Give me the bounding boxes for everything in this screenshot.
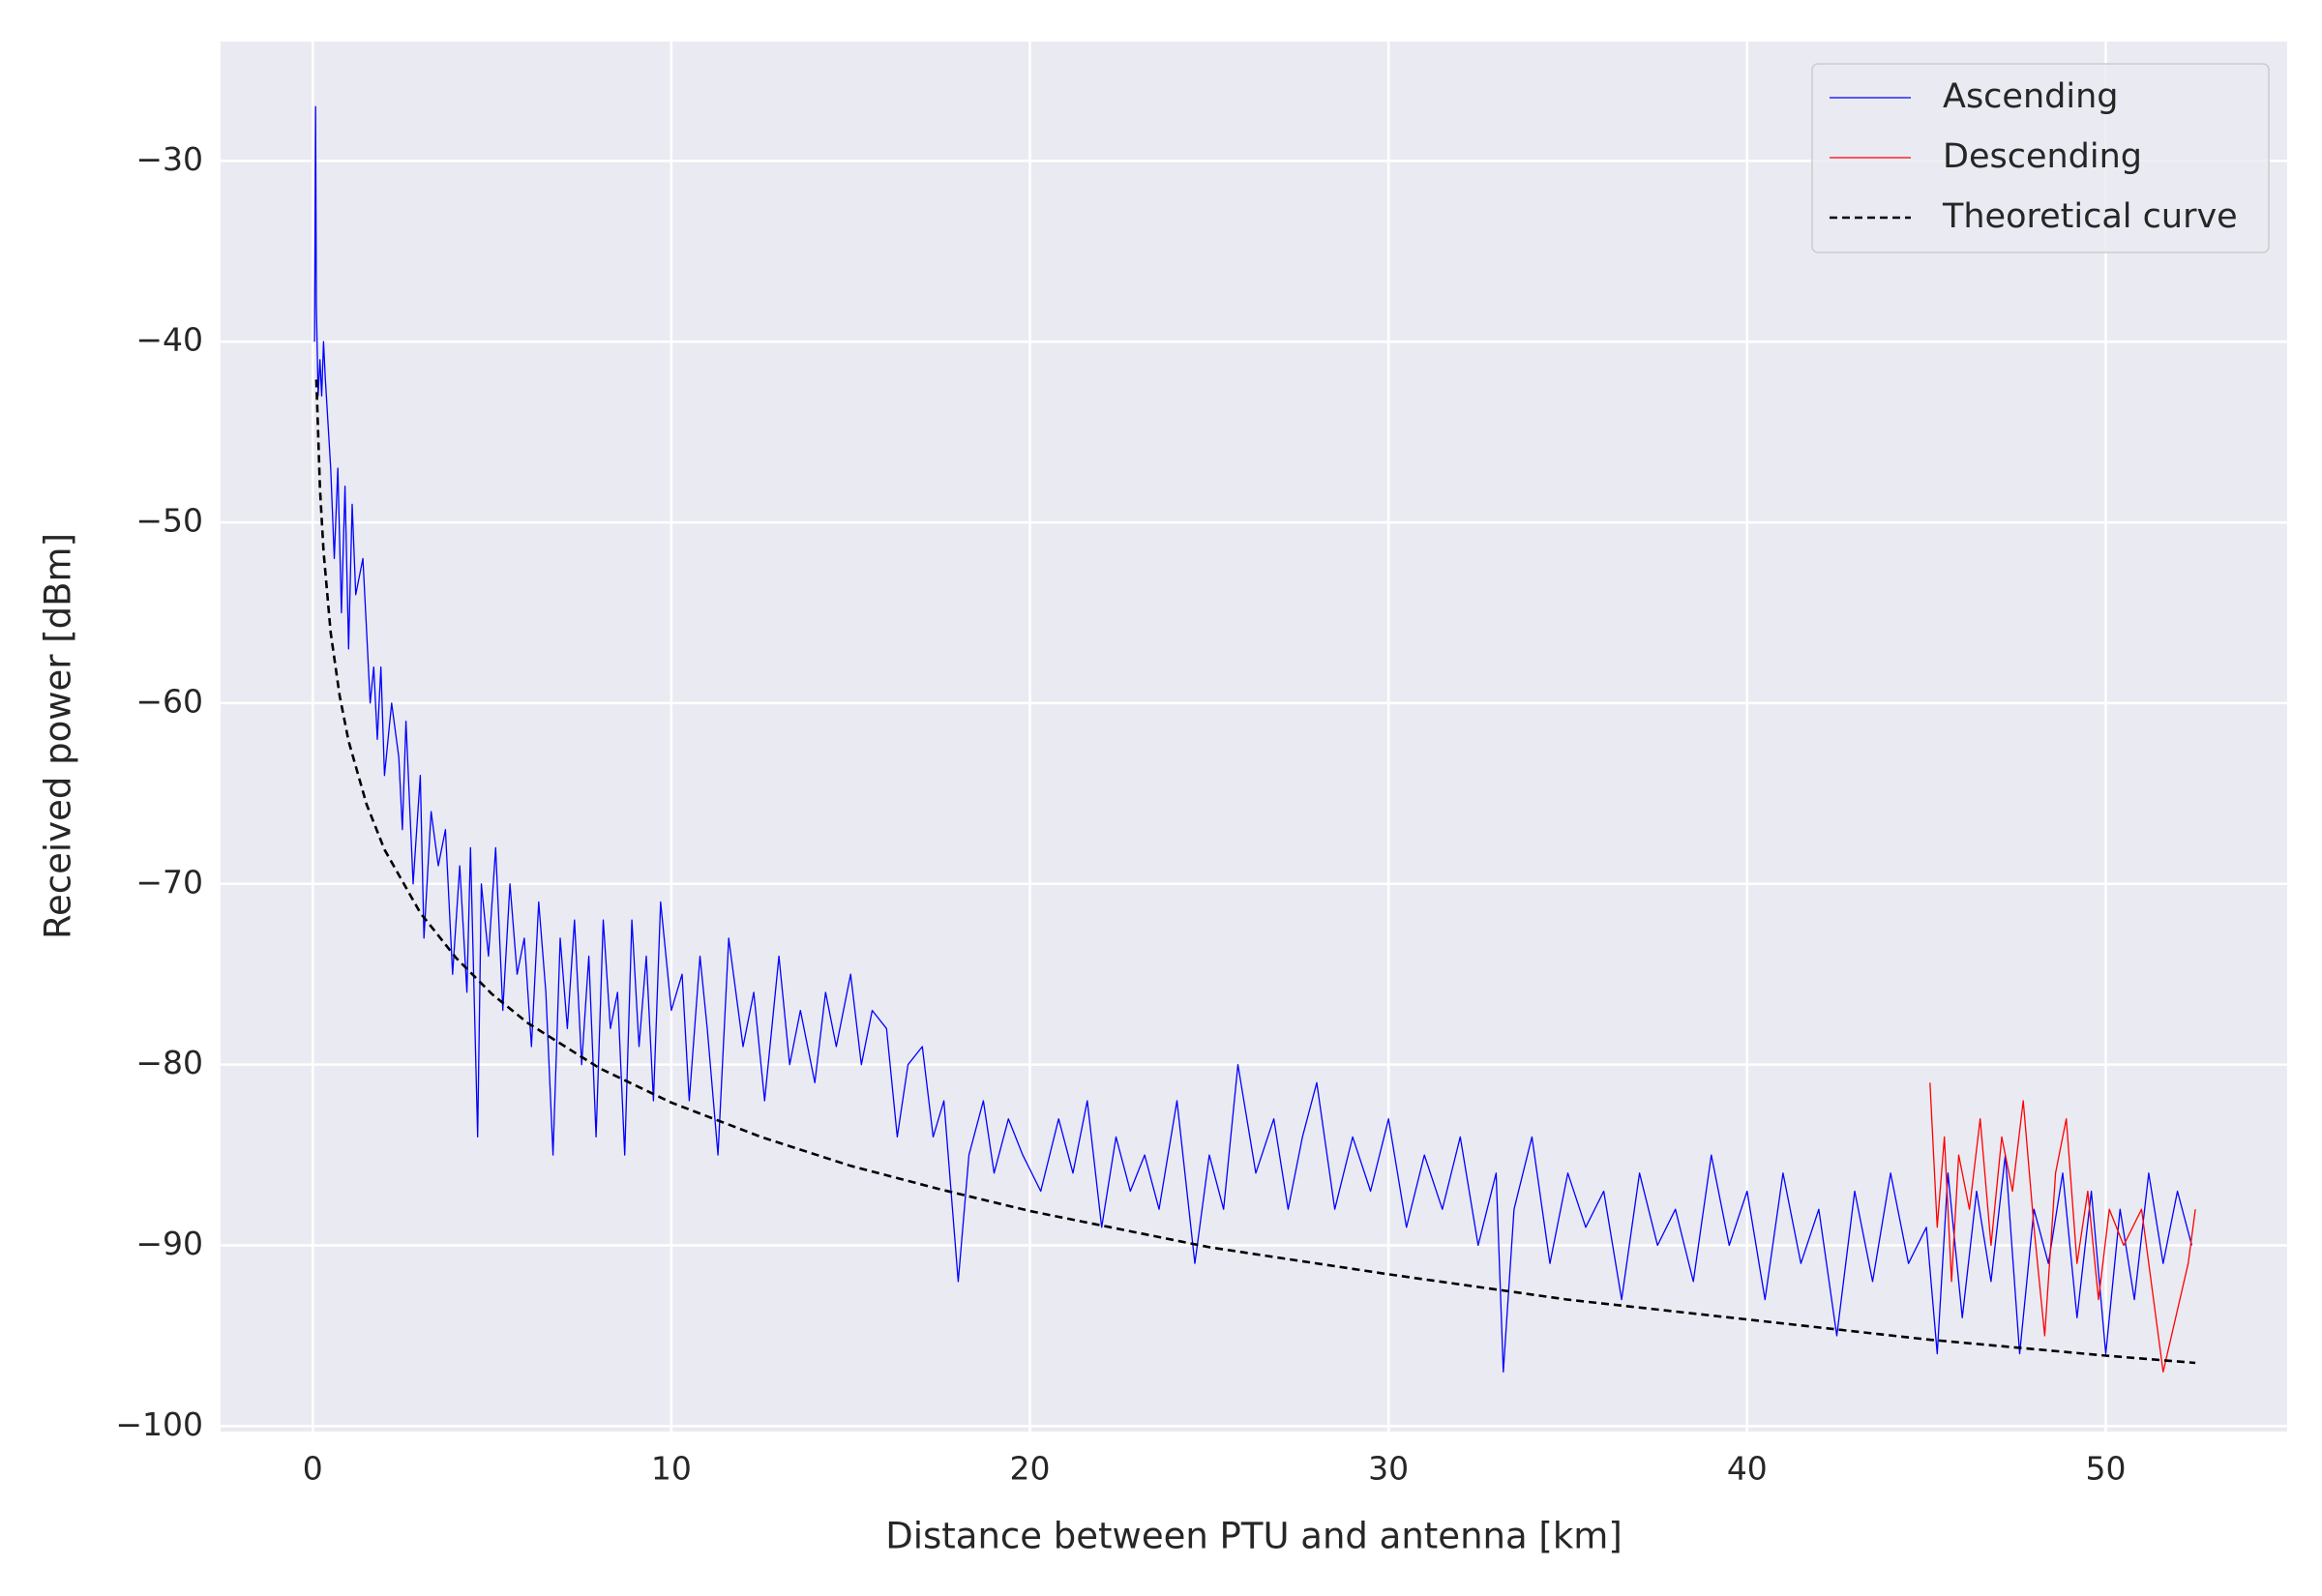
y-tick-label: −70 bbox=[135, 863, 203, 901]
x-axis-label: Distance between PTU and antenna [km] bbox=[885, 1516, 1622, 1557]
x-tick-label: 0 bbox=[303, 1450, 323, 1488]
y-tick-label: −30 bbox=[135, 140, 203, 178]
y-tick-label: −80 bbox=[135, 1044, 203, 1081]
ticks: 0 10 20 30 40 50 −30 −40 −50 −60 −70 −80 −90 −100 bbox=[115, 140, 2126, 1488]
grid bbox=[221, 42, 2287, 1432]
x-tick-label: 50 bbox=[2085, 1450, 2126, 1488]
y-tick-label: −60 bbox=[135, 682, 203, 720]
y-tick-label: −50 bbox=[135, 502, 203, 540]
plot-area bbox=[221, 42, 2287, 1432]
series-line bbox=[1929, 1082, 2196, 1373]
legend-label: Ascending bbox=[1943, 77, 2118, 116]
legend-box bbox=[1811, 63, 2270, 253]
series-line bbox=[313, 105, 2193, 1373]
y-tick-label: −90 bbox=[135, 1225, 203, 1262]
x-tick-label: 20 bbox=[1010, 1450, 1051, 1488]
x-tick-label: 30 bbox=[1368, 1450, 1409, 1488]
y-tick-label: −40 bbox=[135, 321, 203, 359]
legend-label: Descending bbox=[1943, 137, 2142, 176]
y-axis-label: Received power [dBm] bbox=[38, 533, 79, 939]
legend-label: Theoretical curve bbox=[1942, 197, 2238, 236]
x-tick-label: 10 bbox=[651, 1450, 692, 1488]
series-line bbox=[314, 379, 2196, 1365]
lines bbox=[313, 105, 2196, 1373]
legend: Ascending Descending Theoretical curve bbox=[1811, 63, 2270, 253]
y-tick-label: −100 bbox=[115, 1405, 203, 1443]
x-tick-label: 40 bbox=[1727, 1450, 1768, 1488]
